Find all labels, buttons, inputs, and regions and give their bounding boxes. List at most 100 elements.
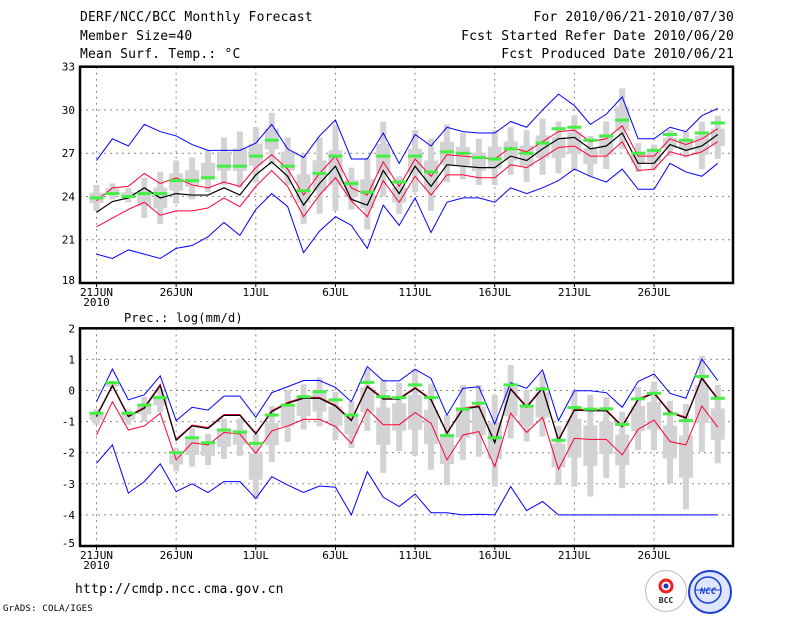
temp-median-mark	[153, 192, 168, 196]
temp-x-tick-label: 21JUN	[80, 286, 113, 299]
temp-median-mark	[471, 156, 486, 160]
temp-box	[567, 132, 582, 155]
bcc-logo-icon: BCC	[658, 578, 674, 605]
temp-median-mark	[678, 138, 693, 142]
precip-median-mark	[89, 411, 104, 415]
temp-y-tick-label: 21	[62, 234, 75, 247]
temp-median-mark	[615, 118, 630, 122]
precip-box	[153, 395, 168, 406]
figure-title: DERF/NCC/BCC Monthly Forecast	[80, 10, 313, 25]
temp-median-mark	[647, 148, 662, 152]
temp-box	[471, 152, 486, 172]
temp-x-tick-label: 6JUL	[322, 286, 349, 299]
temp-median-mark	[344, 182, 359, 186]
precip-x-tick-label: 16JUL	[478, 549, 511, 562]
precip-x-tick-sublabel: 2010	[83, 559, 110, 572]
precip-y-tick-label: 2	[68, 322, 75, 335]
precip-box	[264, 422, 279, 446]
temp-median-mark	[264, 138, 279, 142]
precip-median-mark	[105, 381, 120, 385]
temp-median-mark	[137, 192, 152, 196]
temp-median-mark	[503, 147, 518, 151]
temp-y-tick-label: 33	[62, 61, 75, 74]
ncc-logo-text: NCC	[699, 587, 717, 597]
temp-x-tick-label: 26JUN	[160, 286, 193, 299]
temp-median-mark	[710, 121, 725, 125]
precip-box	[599, 421, 614, 454]
precip-median-mark	[503, 383, 518, 387]
precip-max-line	[96, 358, 719, 426]
precip-box	[201, 443, 216, 456]
precip-median-mark	[631, 397, 646, 401]
precip-median-mark	[153, 396, 168, 400]
temp-x-tick-label: 26JUL	[637, 286, 670, 299]
precip-x-tick-label: 26JUN	[160, 549, 193, 562]
temp-box	[201, 162, 216, 180]
precip-box	[137, 404, 152, 415]
temp-median-mark	[248, 154, 263, 158]
precip-median-mark	[360, 380, 375, 384]
precip-box	[710, 408, 725, 440]
source-url[interactable]: http://cmdp.ncc.cma.gov.cn	[75, 582, 284, 597]
precip-median-mark	[615, 422, 630, 426]
precip-box	[583, 425, 598, 467]
precip-median-mark	[599, 407, 614, 411]
temp-median-mark	[424, 170, 439, 174]
precip-x-tick-label: 26JUL	[637, 549, 670, 562]
temp-median-mark	[201, 176, 216, 180]
precip-box	[392, 403, 407, 431]
precip-median-mark	[487, 436, 502, 440]
temp-x-tick-label: 21JUL	[558, 286, 591, 299]
temp-box	[662, 137, 677, 149]
temp-spread-lower-line	[96, 140, 719, 228]
temp-box	[647, 151, 662, 162]
temp-min-line	[96, 162, 719, 260]
temp-median-mark	[439, 150, 454, 154]
temp-median-mark	[567, 125, 582, 129]
temp-median-mark	[296, 189, 311, 193]
temp-median-mark	[487, 157, 502, 161]
precip-median-mark	[137, 403, 152, 407]
temp-median-mark	[408, 154, 423, 158]
precip-median-mark	[121, 411, 136, 415]
bcc-logo: BCC	[645, 570, 687, 612]
temp-median-mark	[376, 154, 391, 158]
precip-median-mark	[710, 396, 725, 400]
precip-y-tick-label: 1	[68, 353, 75, 366]
precip-box	[647, 402, 662, 430]
precip-y-tick-label: -2	[62, 447, 75, 460]
precip-median-mark	[264, 413, 279, 417]
temp-median-mark	[583, 138, 598, 142]
precip-median-mark	[647, 391, 662, 395]
precip-y-tick-label: -4	[62, 509, 76, 522]
temp-median-mark	[312, 171, 327, 175]
precip-box	[455, 407, 470, 438]
member-size: Member Size=40	[80, 29, 193, 44]
temp-box	[424, 160, 439, 190]
forecast-produced-date: Fcst Produced Date 2010/06/21	[501, 47, 734, 62]
temp-box	[631, 151, 646, 164]
temp-spread-upper-line	[96, 125, 719, 202]
temp-box	[185, 170, 200, 187]
temp-median-mark	[216, 164, 231, 168]
precip-x-tick-label: 11JUL	[399, 549, 432, 562]
precip-box	[678, 435, 693, 478]
temp-median-mark	[360, 190, 375, 194]
temp-median-mark	[185, 179, 200, 183]
precip-x-tick-label: 21JUN	[80, 549, 113, 562]
precip-median-mark	[201, 441, 216, 445]
temp-median-mark	[662, 132, 677, 136]
temp-median-mark	[392, 180, 407, 184]
variable-label: Mean Surf. Temp.: °C	[80, 47, 241, 62]
precip-box	[185, 439, 200, 456]
temp-median-mark	[551, 127, 566, 131]
precip-x-tick-label: 6JUL	[322, 549, 349, 562]
temp-box	[312, 160, 327, 191]
precip-x-tick-label: 1JUL	[243, 549, 270, 562]
precip-median-mark	[312, 390, 327, 394]
temp-x-tick-label: 16JUL	[478, 286, 511, 299]
precip-min-line	[96, 443, 718, 517]
bcc-logo-text: BCC	[659, 596, 674, 605]
